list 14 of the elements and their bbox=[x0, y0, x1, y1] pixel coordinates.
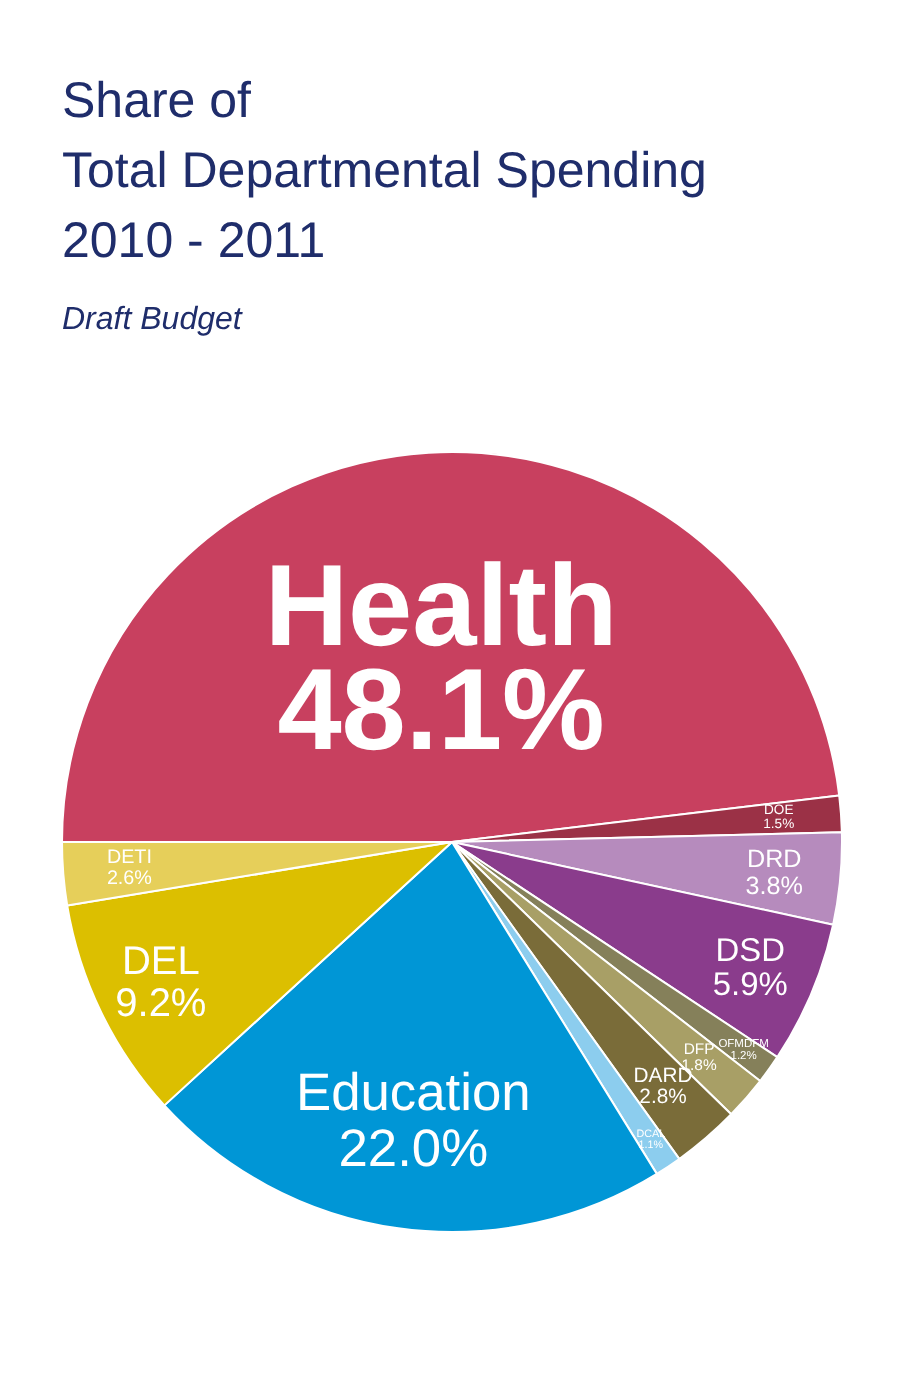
data-label: 5.9% bbox=[712, 967, 789, 1003]
chart-title: Share of Total Departmental Spending 2010 - 2011 bbox=[62, 73, 707, 269]
data-label: 22.0% bbox=[338, 1117, 489, 1178]
slice-label: DETI bbox=[106, 847, 152, 870]
chart-subtitle: Draft Budget bbox=[62, 303, 243, 337]
data-label: 2.6% bbox=[106, 867, 153, 890]
data-label: 2.8% bbox=[639, 1087, 687, 1110]
slice-label: Education bbox=[295, 1062, 531, 1123]
data-label: 3.8% bbox=[745, 871, 803, 900]
data-label: 48.1% bbox=[277, 646, 605, 775]
slice-label: DRD bbox=[747, 845, 802, 874]
data-label: 9.2% bbox=[115, 982, 207, 1027]
slice-label: DEL bbox=[121, 940, 200, 985]
slice-label: DSD bbox=[715, 932, 786, 969]
